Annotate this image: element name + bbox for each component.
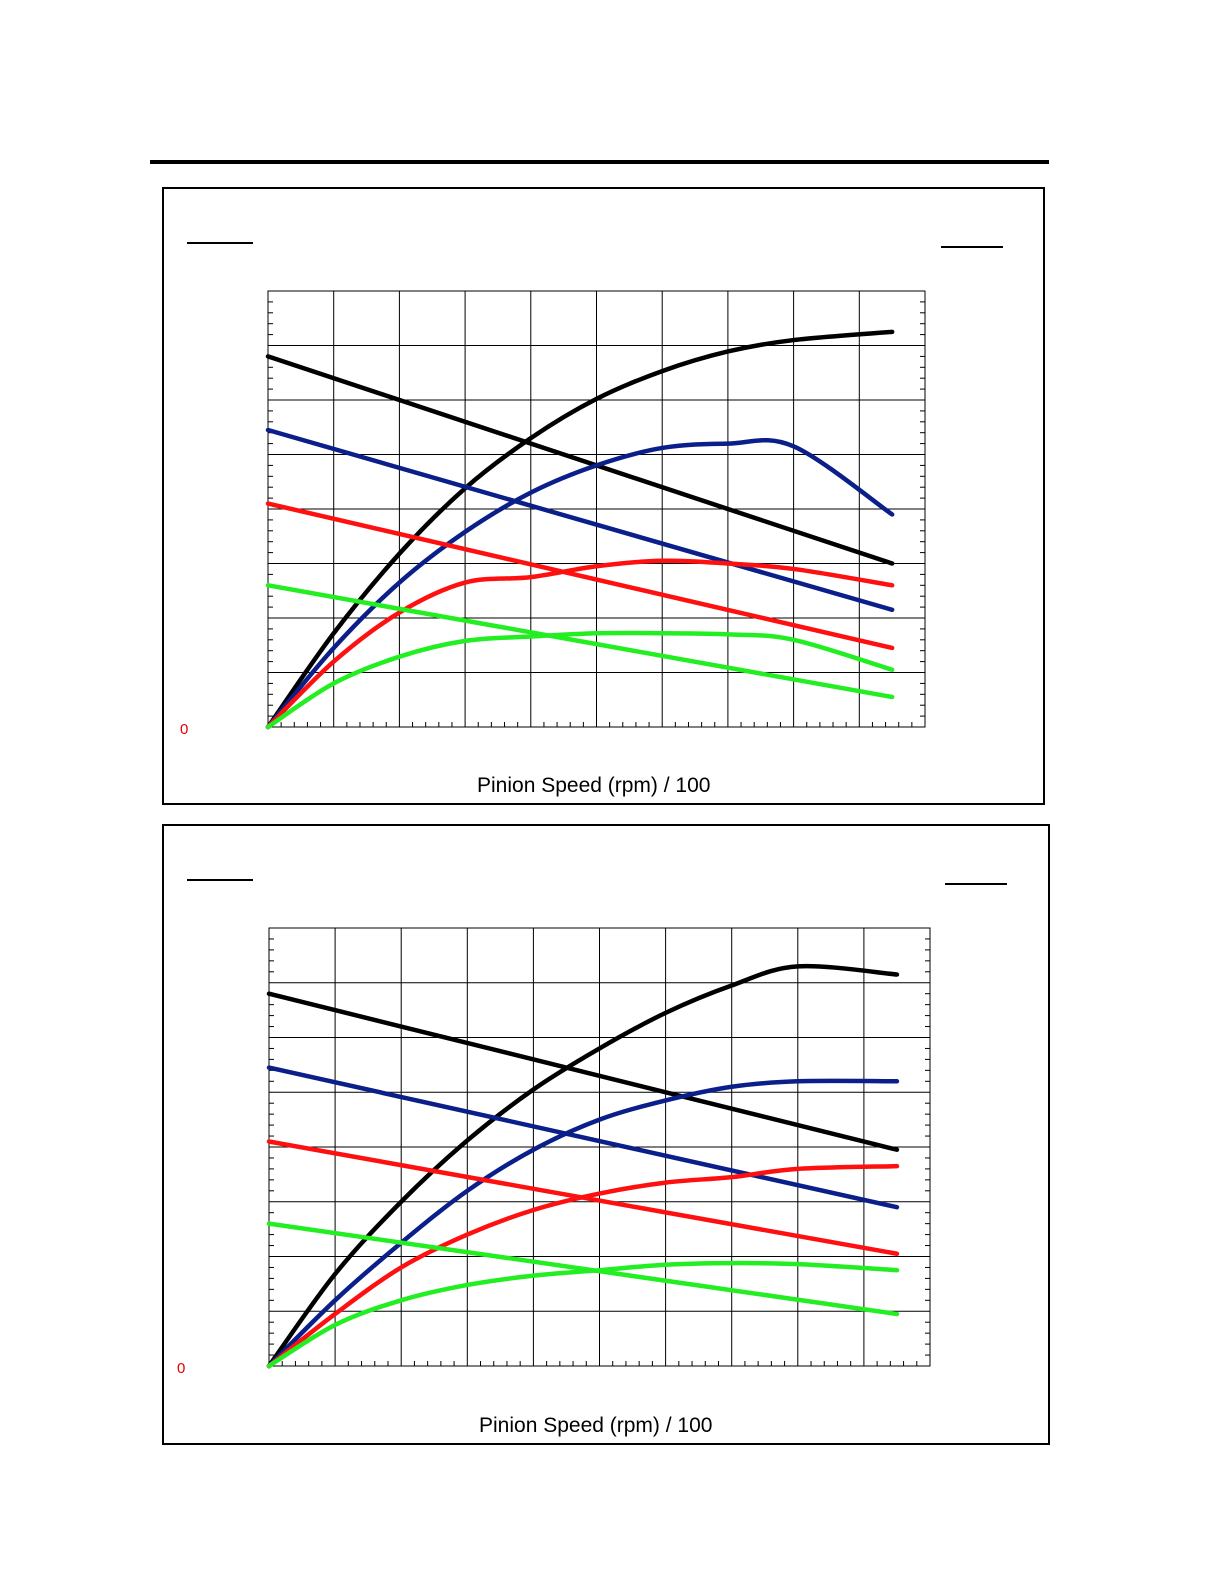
chart-2-series-blue-straight: [266, 1065, 900, 1210]
chart-2-series-black-straight: [266, 991, 900, 1152]
top-rule: [150, 160, 1049, 164]
chart-1-series-black-curve: [265, 329, 895, 730]
chart-1-series-blue-curve: [265, 437, 895, 730]
chart-1-series-green-straight: [265, 583, 895, 700]
chart-2-left-blank-line: [187, 879, 253, 881]
chart-2-right-blank-line: [945, 883, 1007, 885]
chart-1-series-black-straight: [265, 354, 895, 566]
chart-2-series-green-curve: [266, 1260, 900, 1369]
chart-2-series-black-curve: [266, 963, 900, 1369]
chart-2-zero-label: 0: [177, 1360, 186, 1377]
chart-1-series-green-curve: [265, 630, 895, 730]
chart-2-x-axis-label: Pinion Speed (rpm) / 100: [479, 1414, 713, 1437]
chart-2-series-red-curve: [266, 1163, 900, 1369]
chart-panel-1: [162, 187, 1045, 805]
chart-1-zero-label: 0: [180, 721, 189, 738]
chart-1-series-blue-straight: [265, 427, 895, 613]
chart-1-x-axis-label: Pinion Speed (rpm) / 100: [477, 774, 711, 797]
chart-1-right-blank-line: [941, 246, 1003, 248]
chart-2-series-blue-curve: [266, 1078, 900, 1369]
chart-2-series-red-straight: [266, 1139, 900, 1257]
chart-1-series-red-straight: [265, 501, 895, 651]
chart-2-series-green-straight: [266, 1221, 900, 1317]
chart-1-left-blank-line: [187, 242, 253, 244]
